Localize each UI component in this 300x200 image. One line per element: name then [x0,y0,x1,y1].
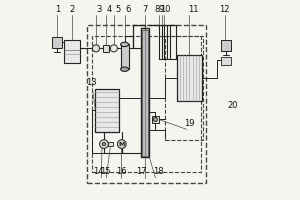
Bar [165,36,202,140]
Text: 9: 9 [159,5,164,14]
Text: 1: 1 [55,5,60,14]
Text: 12: 12 [219,5,230,14]
Text: 5: 5 [115,5,121,14]
Text: 11: 11 [188,5,199,14]
Text: 17: 17 [136,167,146,176]
Bar [103,45,109,52]
Ellipse shape [121,67,129,71]
Bar [221,40,231,51]
Bar [121,44,129,69]
Text: 6: 6 [125,5,131,14]
Circle shape [100,140,108,148]
Text: 2: 2 [69,5,74,14]
Text: 10: 10 [160,5,170,14]
Bar [152,116,159,123]
Bar [177,55,202,101]
Text: 13: 13 [86,78,97,87]
Text: 18: 18 [153,167,163,176]
Ellipse shape [121,42,129,47]
Bar [221,57,231,65]
Circle shape [110,45,117,52]
Text: 3: 3 [97,5,102,14]
Bar [141,28,149,157]
Bar [92,36,201,171]
Circle shape [92,45,100,52]
Text: 16: 16 [116,167,127,176]
Text: 14: 14 [93,167,104,176]
Text: 4: 4 [107,5,112,14]
Circle shape [153,117,157,121]
Bar [95,89,119,132]
Bar [64,40,80,63]
Bar [108,142,113,146]
Circle shape [102,143,106,146]
Bar [87,25,206,183]
Bar [52,37,62,48]
Text: M: M [118,142,125,147]
Text: 7: 7 [142,5,148,14]
Bar [142,30,148,156]
Text: 20: 20 [227,101,238,110]
Text: 8: 8 [155,5,160,14]
Circle shape [117,140,126,148]
Text: 15: 15 [100,167,111,176]
Text: 19: 19 [184,119,195,128]
